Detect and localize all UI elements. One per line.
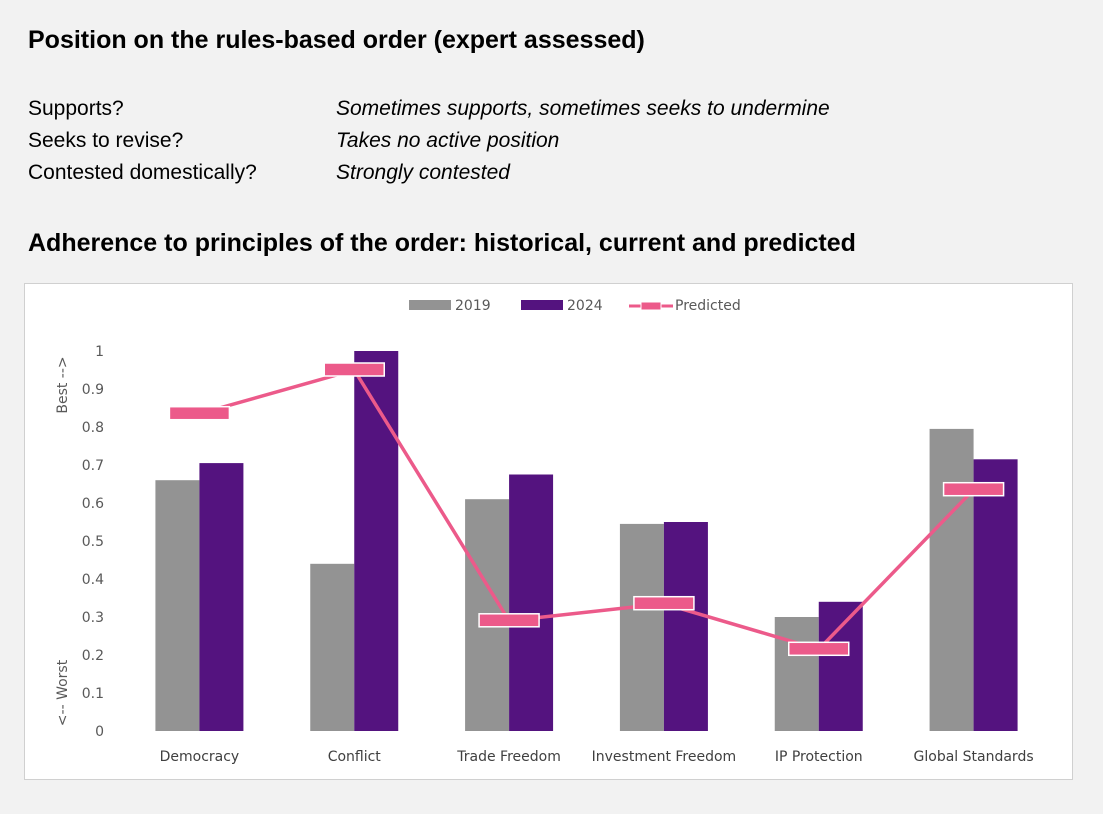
y-tick-label: 0.4 <box>82 572 104 588</box>
y-tick-label: 0.9 <box>82 382 104 398</box>
x-tick-label: Investment Freedom <box>592 749 737 765</box>
predicted-marker <box>942 481 1005 497</box>
x-axis-labels: Democracy Conflict Trade Freedom Investment… <box>160 749 1034 765</box>
y-tick-label: 0.3 <box>82 610 104 626</box>
y-tick-label: 0.1 <box>82 686 104 702</box>
bar-2024 <box>354 351 399 731</box>
predicted-marker <box>633 595 695 611</box>
x-tick-label: IP Protection <box>775 749 863 765</box>
legend-swatch-2019 <box>409 300 451 310</box>
y-tick-label: 0 <box>95 724 104 740</box>
bar-2019 <box>619 523 664 731</box>
x-tick-label: Democracy <box>160 749 240 765</box>
y-tick-label: 0.5 <box>82 534 104 550</box>
chart-title: Adherence to principles of the order: hi… <box>28 229 856 257</box>
bars <box>155 351 1018 731</box>
question-answer: Takes no active position <box>336 129 560 152</box>
bar-2019 <box>310 563 355 731</box>
question-answer: Strongly contested <box>336 161 510 184</box>
bar-2019 <box>774 617 819 731</box>
bar-2024 <box>509 474 554 731</box>
adherence-chart: 2019 2024 Predicted Best --> <-- Worst 0… <box>55 298 1034 765</box>
predicted-marker <box>168 405 231 421</box>
predicted-line <box>198 368 975 652</box>
question-answer: Sometimes supports, sometimes seeks to u… <box>336 97 830 120</box>
predicted-markers <box>168 362 1005 657</box>
y-tick-label: 0.6 <box>82 496 104 512</box>
page-title: Position on the rules-based order (exper… <box>28 26 645 54</box>
predicted-marker <box>788 641 850 657</box>
y-tick-label: 0.2 <box>82 648 104 664</box>
x-tick-label: Trade Freedom <box>456 749 561 765</box>
predicted-marker <box>323 362 385 377</box>
y-axis-ticks: 0 0.1 0.2 0.3 0.4 0.5 0.6 0.7 0.8 0.9 1 <box>82 344 104 740</box>
bar-2024 <box>663 522 708 731</box>
bar-2019 <box>155 480 200 731</box>
legend-marker-predicted <box>640 301 662 311</box>
y-tick-label: 0.7 <box>82 458 104 474</box>
bar-2024 <box>973 459 1018 731</box>
x-tick-label: Global Standards <box>914 749 1034 765</box>
bar-2024 <box>199 463 244 731</box>
y-axis-label-best: Best --> <box>55 356 71 413</box>
legend-swatch-2024 <box>521 300 563 310</box>
chart-container: 2019 2024 Predicted Best --> <-- Worst 0… <box>24 283 1073 780</box>
legend: 2019 2024 Predicted <box>409 298 741 314</box>
legend-label-2024: 2024 <box>567 298 603 314</box>
bar-2019 <box>929 428 974 731</box>
y-tick-label: 0.8 <box>82 420 104 436</box>
legend-label-predicted: Predicted <box>675 298 741 314</box>
legend-label-2019: 2019 <box>455 298 491 314</box>
y-axis-label-worst: <-- Worst <box>55 659 71 726</box>
x-tick-label: Conflict <box>328 749 382 765</box>
bar-2024 <box>818 601 863 731</box>
question-label: Seeks to revise? <box>28 129 184 152</box>
predicted-marker <box>478 613 540 628</box>
y-tick-label: 1 <box>95 344 104 360</box>
question-label: Contested domestically? <box>28 161 257 184</box>
question-label: Supports? <box>28 97 124 120</box>
